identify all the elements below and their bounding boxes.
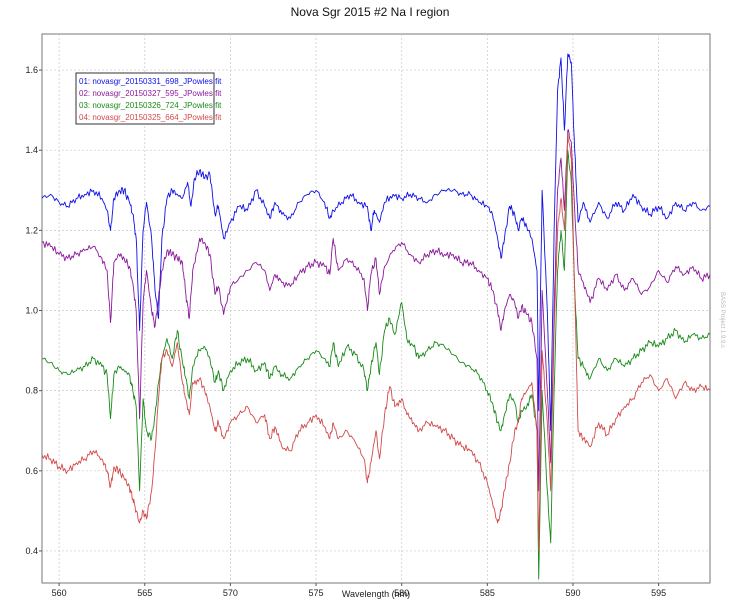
y-tick-label: 1.2 bbox=[25, 225, 38, 235]
series-line-1 bbox=[41, 53, 711, 432]
x-tick-label: 565 bbox=[137, 588, 152, 598]
series-line-2 bbox=[41, 129, 711, 492]
legend-box bbox=[75, 72, 215, 125]
y-tick-label: 0.8 bbox=[25, 386, 38, 396]
legend-entry-4: 04: novasgr_20150325_664_JPowles.fit bbox=[79, 113, 222, 122]
legend-entry-1: 01: novasgr_20150331_698_JPowles.fit bbox=[79, 77, 222, 86]
y-axis-ticks: 0.4 0.6 0.8 1.0 1.2 1.4 1.6 bbox=[25, 65, 42, 556]
x-tick-label: 570 bbox=[223, 588, 238, 598]
watermark-text: BASS Project 1.9.9.c bbox=[719, 292, 725, 348]
legend-entry-3: 03: novasgr_20150326_724_JPowles.fit bbox=[79, 101, 222, 110]
x-axis-title: Wavelength (nm) bbox=[342, 589, 410, 599]
legend: 01: novasgr_20150331_698_JPowles.fit 02:… bbox=[75, 72, 222, 125]
x-tick-label: 585 bbox=[480, 588, 495, 598]
legend-entry-2: 02: novasgr_20150327_595_JPowles.fit bbox=[79, 89, 222, 98]
y-tick-label: 1.0 bbox=[25, 306, 38, 316]
y-tick-label: 0.6 bbox=[25, 466, 38, 476]
plot-area bbox=[41, 33, 711, 584]
grid bbox=[42, 34, 710, 583]
y-tick-label: 1.4 bbox=[25, 145, 38, 155]
y-tick-label: 0.4 bbox=[25, 546, 38, 556]
chart-title: Nova Sgr 2015 #2 Na I region bbox=[291, 5, 450, 19]
x-tick-label: 575 bbox=[309, 588, 324, 598]
x-tick-label: 580 bbox=[394, 588, 409, 598]
series-group bbox=[41, 53, 711, 580]
x-tick-label: 595 bbox=[651, 588, 666, 598]
series-line-4 bbox=[41, 133, 711, 552]
series-line-3 bbox=[41, 149, 711, 580]
x-tick-label: 590 bbox=[565, 588, 580, 598]
x-tick-label: 560 bbox=[52, 588, 67, 598]
x-axis-ticks: 560 565 570 575 580 585 590 595 bbox=[52, 583, 666, 598]
y-tick-label: 1.6 bbox=[25, 65, 38, 75]
